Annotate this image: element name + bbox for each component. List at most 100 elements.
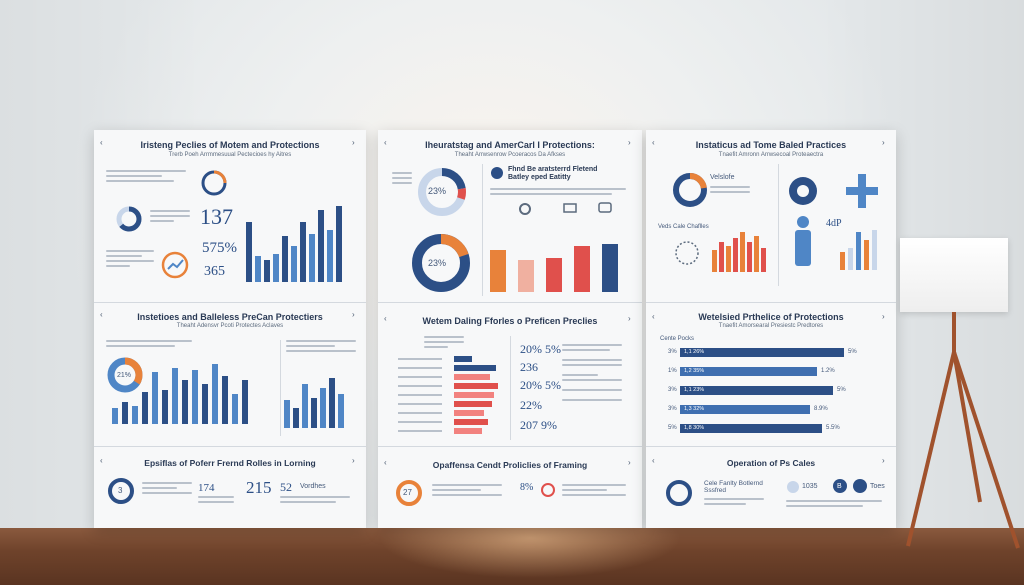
- chart-bar: [719, 242, 724, 272]
- stat-value: 20% 5%: [520, 378, 561, 392]
- row-bar: 1,8 30%: [680, 424, 822, 433]
- donut-label: 3: [118, 486, 123, 495]
- text-block: [424, 336, 464, 351]
- stat-value: 8%: [520, 482, 534, 493]
- chart-bar: [152, 372, 158, 424]
- chart-bar: [454, 356, 472, 362]
- text-block: [106, 250, 154, 270]
- chart-bar: [284, 400, 290, 428]
- chart-bar: [602, 244, 618, 292]
- donut-label: 27: [403, 488, 412, 497]
- stat-value: 20% 5%: [520, 342, 561, 356]
- row-value: 5%: [837, 387, 846, 393]
- panel-title: Opaffensa Cendt Proliclies of Framing: [432, 460, 588, 470]
- chart-bar: [162, 390, 168, 424]
- chart-bar: [232, 394, 238, 424]
- chart-bar: [454, 392, 494, 398]
- chevron-left-icon: ‹: [384, 138, 387, 147]
- chart-bar: [740, 232, 745, 272]
- chart-bar: [222, 376, 228, 424]
- bar-label-line: [398, 385, 442, 387]
- text-block: [786, 500, 882, 510]
- panel-title: Epsiflas of Poferr Frernd Rolles in Lorn…: [144, 458, 316, 468]
- text-block: [562, 484, 626, 499]
- chart-bar: [726, 246, 731, 272]
- bar-label-line: [398, 358, 442, 360]
- panel-subtitle: Theaht Adensvr Pcoti Protectes Aclaves: [176, 323, 284, 329]
- chart-bar: [872, 230, 877, 270]
- bar-label-line: [398, 412, 442, 414]
- chart-bar: [302, 384, 308, 428]
- donut-chart: [412, 234, 470, 292]
- row-bar: 1,2 35%: [680, 367, 817, 376]
- chart-bar: [282, 236, 288, 282]
- row-bar: 1,3 32%: [680, 405, 810, 414]
- chart-bar: [112, 408, 118, 424]
- chart-bar: [546, 258, 562, 292]
- text-block: [392, 172, 412, 187]
- stat-value: 174: [198, 482, 215, 494]
- chart-bar: [864, 240, 869, 270]
- badge-icon: [833, 479, 847, 493]
- box-title: Fhnd Be aratsterrd Fletend Batley eped E…: [508, 166, 598, 181]
- gauge-icon: [675, 241, 699, 265]
- bar-label-line: [398, 376, 442, 378]
- chart-bar: [733, 238, 738, 272]
- stat-value: 575%: [202, 240, 237, 256]
- bar-label-line: [398, 430, 442, 432]
- panel-subtitle: Tnaefit Amorsearal Presiestc Predtores: [718, 323, 824, 329]
- donut-chart: [418, 168, 466, 216]
- text-block: [432, 484, 502, 499]
- donut-chart: [116, 206, 142, 232]
- chevron-left-icon: ‹: [384, 458, 387, 467]
- chart-bar: [338, 394, 344, 428]
- bar-chart: [246, 206, 342, 282]
- row-value: 5.5%: [826, 425, 840, 431]
- donut-label: 23%: [428, 186, 447, 196]
- chart-bar: [320, 388, 326, 428]
- chevron-left-icon: ‹: [652, 312, 655, 321]
- chart-bar: [856, 232, 861, 270]
- chart-bar: [490, 250, 506, 292]
- medical-cross-icon: [846, 174, 878, 208]
- stat-value: 236: [520, 360, 538, 374]
- chart-bar: [212, 364, 218, 424]
- panel-subtitle: Trerb Poeh Arrmmesuual Pectecioes hy Ait…: [168, 152, 292, 158]
- chart-bar: [454, 383, 498, 389]
- chart-bar: [747, 242, 752, 272]
- gauge-icon: [161, 251, 189, 279]
- chart-caption: Veds Cale Chaflles: [658, 224, 709, 230]
- chart-bar: [242, 380, 248, 424]
- stat-value: 52: [280, 480, 292, 494]
- chart-bar: [574, 246, 590, 292]
- stat-value: 137: [200, 204, 233, 229]
- chart-bar: [122, 402, 128, 424]
- floor-light-glow: [380, 528, 680, 585]
- chevron-right-icon: ›: [352, 310, 355, 319]
- chevron-left-icon: ‹: [100, 456, 103, 465]
- stat-value: 22%: [520, 398, 542, 412]
- chart-bar: [454, 365, 496, 371]
- divider: [94, 302, 366, 303]
- donut-chart: [673, 173, 707, 207]
- badge-label: Toes: [870, 483, 885, 490]
- chart-bar: [712, 250, 717, 272]
- donut-chart: [107, 357, 143, 393]
- chevron-left-icon: ‹: [652, 456, 655, 465]
- row-label: 3%: [668, 349, 677, 355]
- chart-bar: [840, 252, 845, 270]
- chart-bar: [318, 210, 324, 282]
- row-value: 8.9%: [814, 406, 828, 412]
- chevron-left-icon: ‹: [652, 138, 655, 147]
- chart-bar: [300, 222, 306, 282]
- row-bar: 1,1 26%: [680, 348, 844, 357]
- chart-bar: [336, 206, 342, 282]
- stat-value: 207 9%: [520, 418, 557, 432]
- bar-chart: [840, 230, 877, 270]
- text-block: [286, 340, 356, 355]
- bar-label-line: [398, 403, 442, 405]
- chevron-right-icon: ›: [352, 138, 355, 147]
- chart-bar: [454, 374, 490, 380]
- panel-title: Wetelsied Prthelice of Protections: [698, 312, 844, 322]
- chart-bar: [761, 248, 766, 272]
